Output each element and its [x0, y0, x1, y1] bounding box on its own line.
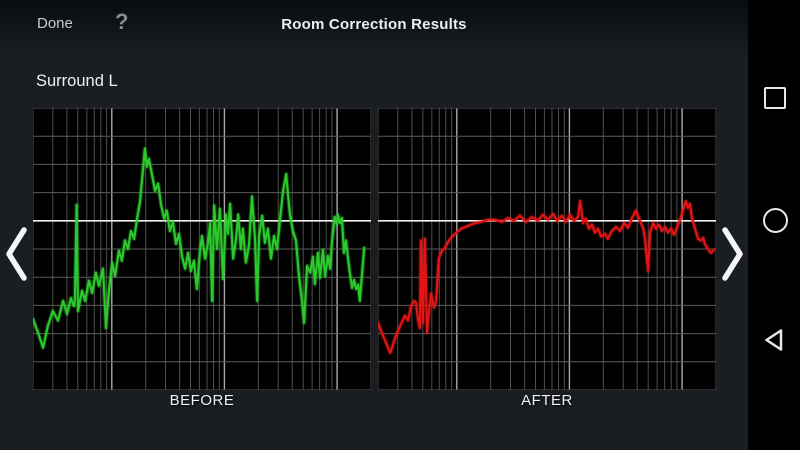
done-button[interactable]: Done [37, 15, 73, 32]
circle-icon [762, 207, 788, 233]
home-button[interactable] [748, 198, 800, 242]
after-chart-caption: AFTER [521, 392, 573, 409]
chevron-left-icon[interactable] [3, 225, 31, 283]
chevron-right-icon[interactable] [718, 225, 746, 283]
square-icon [764, 87, 786, 109]
help-icon[interactable]: ? [115, 9, 129, 34]
android-nav-bar [748, 0, 800, 450]
app-window: Done ? Room Correction Results Surround … [0, 0, 748, 450]
after-chart [378, 108, 716, 390]
before-chart-caption: BEFORE [169, 392, 235, 409]
channel-label: Surround L [36, 72, 118, 90]
before-chart [33, 108, 371, 390]
recents-button[interactable] [748, 76, 800, 120]
page-title: Room Correction Results [281, 16, 467, 33]
triangle-left-icon [765, 329, 783, 351]
header-bar: Done ? Room Correction Results [0, 0, 748, 56]
back-button[interactable] [748, 318, 800, 362]
